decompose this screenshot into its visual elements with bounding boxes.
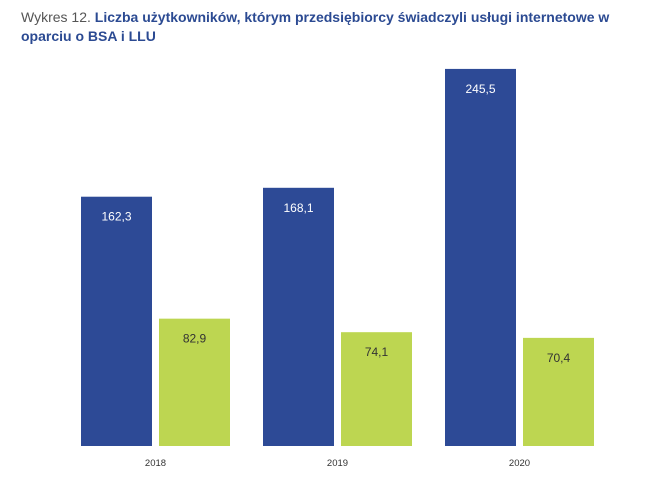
labels-layer: 162,3 82,9 168,1 74,1 245,5 70,4 [101,82,570,365]
data-label-2020-series-2: 70,4 [547,351,571,365]
data-label-2018-series-2: 82,9 [183,332,207,346]
x-tick-label-2020: 2020 [509,458,530,469]
data-label-2019-series-2: 74,1 [365,345,389,359]
x-tick-label-2018: 2018 [145,458,166,469]
bar-2019-series-2 [341,332,412,446]
chart-title-main: Liczba użytkowników, którym przedsiębior… [21,9,610,44]
bar-2018-series-1 [81,196,152,446]
x-tick-label-2019: 2019 [327,458,348,469]
chart-title: Wykres 12. Liczba użytkowników, którym p… [21,8,621,46]
bar-2018-series-2 [159,318,230,446]
data-label-2020-series-1: 245,5 [465,82,495,96]
x-tick-labels: 2018 2019 2020 [145,458,530,469]
bar-2020-series-2 [523,337,594,446]
data-label-2018-series-1: 162,3 [101,210,131,224]
bar-2019-series-1 [263,187,334,446]
bars-layer [81,68,594,447]
chart-title-prefix: Wykres 12. [21,9,91,25]
data-label-2019-series-1: 168,1 [283,201,313,215]
bar-2020-series-1 [445,68,516,447]
